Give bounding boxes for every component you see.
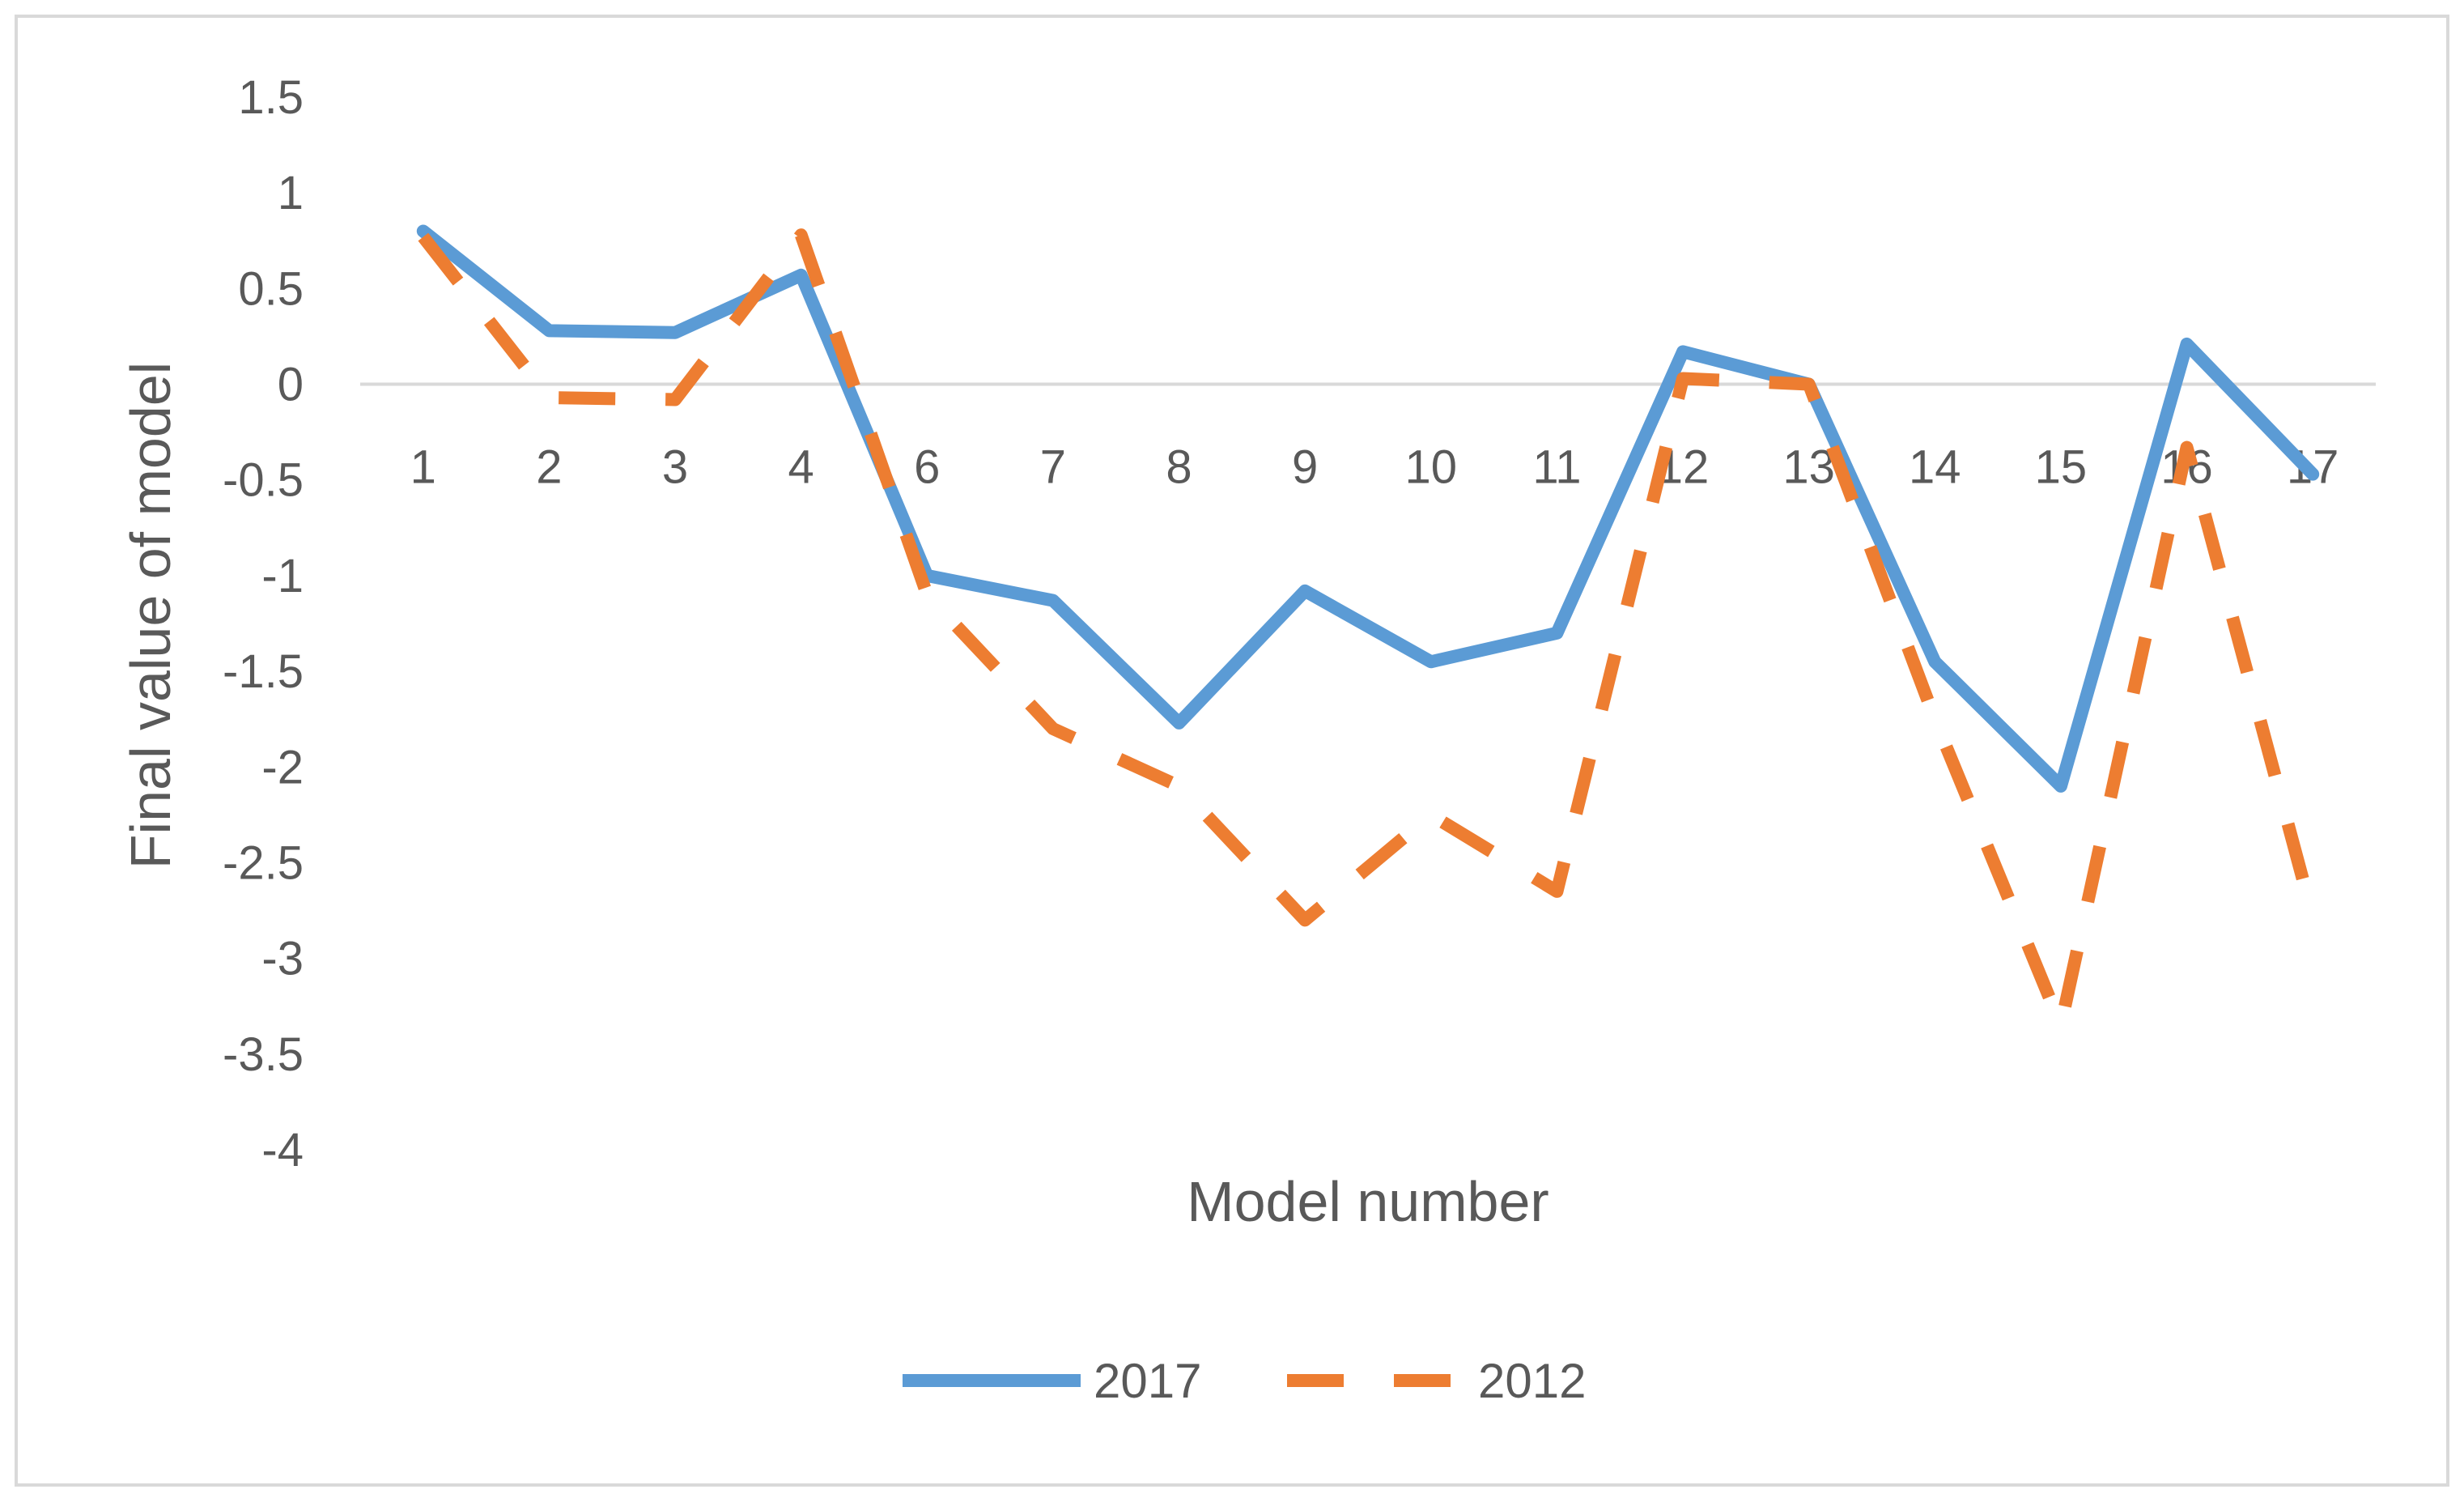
y-tick-label: -1 [261, 550, 304, 602]
legend-label-2017: 2017 [1094, 1354, 1201, 1408]
y-tick-label: -2.5 [223, 836, 304, 889]
y-tick-label: -3 [261, 933, 304, 985]
legend: 2017 2012 [903, 1354, 1586, 1408]
x-tick-label: 15 [2035, 441, 2088, 494]
y-tick-label: 0.5 [238, 262, 304, 315]
x-tick-label: 2 [536, 441, 562, 494]
x-tick-label: 14 [1909, 441, 1961, 494]
x-tick-label: 7 [1040, 441, 1066, 494]
series-layer [416, 224, 2320, 1032]
x-axis-title: Model number [1187, 1170, 1548, 1233]
y-axis-ticks: 1.5 1 0.5 0 -0.5 -1 -1.5 -2 -2.5 -3 -3.5 -4 [223, 71, 304, 1176]
x-tick-label: 9 [1292, 441, 1318, 494]
y-tick-label: 0 [278, 359, 304, 411]
y-axis-title: Final value of model [119, 362, 182, 869]
x-tick-label: 10 [1405, 441, 1458, 494]
x-tick-label: 8 [1166, 441, 1192, 494]
y-tick-label: -0.5 [223, 454, 304, 507]
y-tick-label: -3.5 [223, 1028, 304, 1081]
y-tick-label: -1.5 [223, 645, 304, 698]
y-tick-label: -2 [261, 741, 304, 794]
x-tick-label: 4 [788, 441, 814, 494]
series-line-2012 [418, 228, 2319, 1032]
y-tick-label: 1.5 [238, 71, 304, 124]
x-tick-label: 13 [1782, 441, 1835, 494]
legend-label-2012: 2012 [1478, 1354, 1586, 1408]
y-tick-label: -4 [261, 1124, 304, 1176]
x-tick-label: 3 [662, 441, 688, 494]
x-tick-label: 6 [914, 441, 940, 494]
chart-border [15, 15, 2449, 1487]
series-line-2017 [416, 224, 2320, 793]
y-tick-label: 1 [278, 167, 304, 219]
x-tick-label: 1 [410, 441, 436, 494]
x-tick-label: 11 [1532, 441, 1581, 494]
